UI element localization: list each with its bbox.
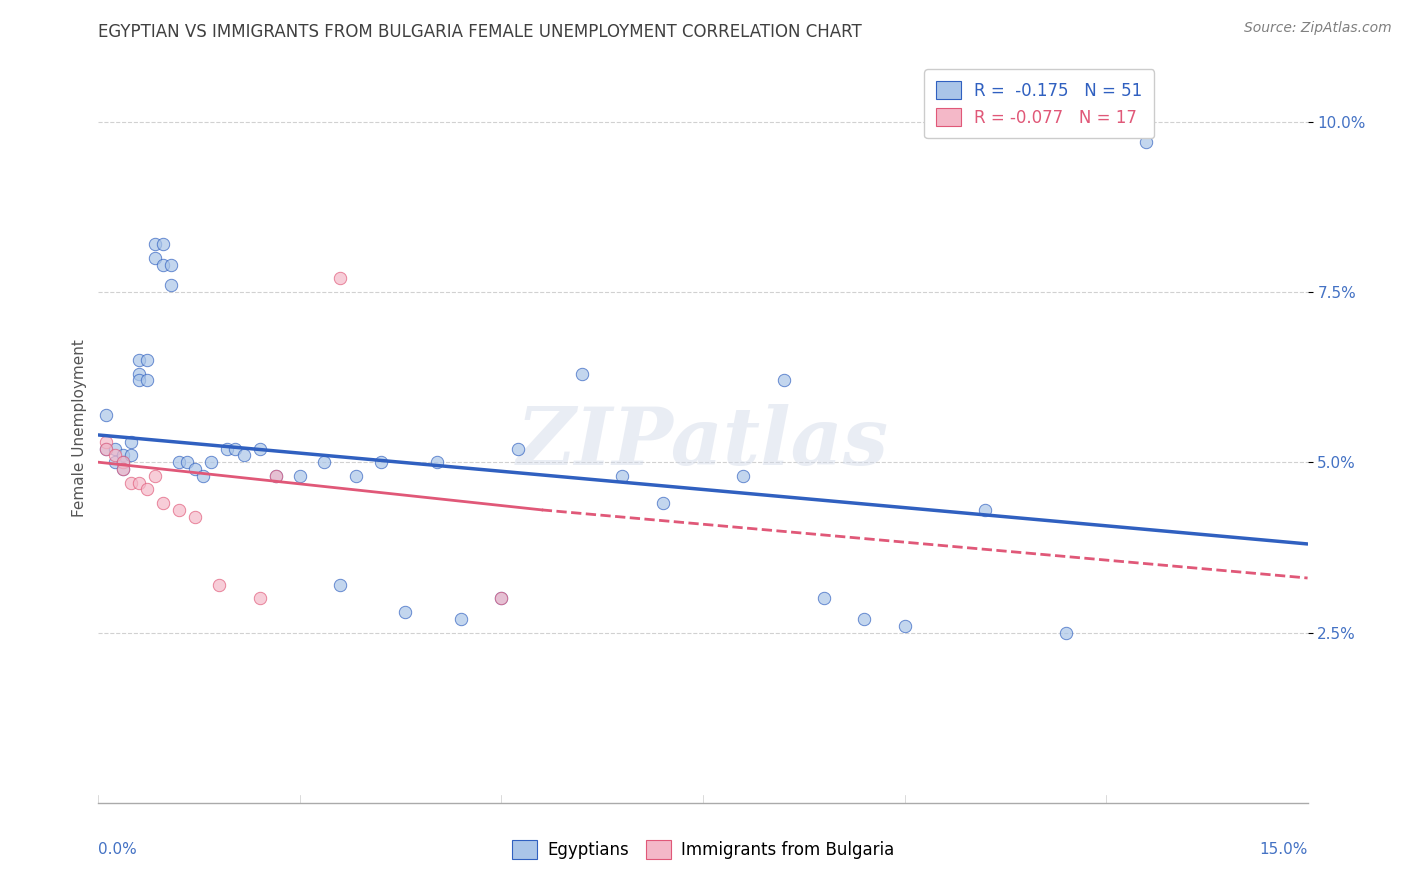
Point <box>893 618 915 632</box>
Point <box>152 237 174 252</box>
Point <box>249 591 271 606</box>
Legend: R =  -0.175   N = 51, R = -0.077   N = 17: R = -0.175 N = 51, R = -0.077 N = 17 <box>924 70 1154 138</box>
Point <box>96 442 118 456</box>
Point <box>160 278 183 293</box>
Point <box>96 408 118 422</box>
Point <box>264 468 287 483</box>
Point <box>111 449 134 463</box>
Legend: Egyptians, Immigrants from Bulgaria: Egyptians, Immigrants from Bulgaria <box>506 834 900 866</box>
Point <box>176 455 198 469</box>
Point <box>491 591 513 606</box>
Point <box>152 496 174 510</box>
Point <box>571 367 593 381</box>
Text: Source: ZipAtlas.com: Source: ZipAtlas.com <box>1244 21 1392 35</box>
Point <box>813 591 835 606</box>
Point <box>160 258 183 272</box>
Point <box>143 237 166 252</box>
Point <box>103 455 125 469</box>
Point <box>249 442 271 456</box>
Point <box>853 612 876 626</box>
Point <box>288 468 311 483</box>
Point <box>152 258 174 272</box>
Point <box>344 468 367 483</box>
Point <box>184 509 207 524</box>
Point <box>111 455 134 469</box>
Text: 0.0%: 0.0% <box>98 842 138 856</box>
Point <box>200 455 222 469</box>
Text: ZIPatlas: ZIPatlas <box>517 404 889 482</box>
Point <box>103 449 125 463</box>
Point <box>772 374 794 388</box>
Point <box>111 455 134 469</box>
Point <box>96 442 118 456</box>
Point <box>96 434 118 449</box>
Point <box>974 503 997 517</box>
Point <box>314 455 336 469</box>
Point <box>329 271 352 285</box>
Point <box>135 483 157 497</box>
Point <box>128 475 150 490</box>
Point <box>733 468 755 483</box>
Point <box>111 462 134 476</box>
Point <box>167 455 190 469</box>
Point <box>329 578 352 592</box>
Point <box>612 468 634 483</box>
Point <box>1135 135 1157 149</box>
Point <box>135 353 157 368</box>
Point <box>491 591 513 606</box>
Point <box>120 449 142 463</box>
Text: 15.0%: 15.0% <box>1260 842 1308 856</box>
Point <box>193 468 215 483</box>
Text: EGYPTIAN VS IMMIGRANTS FROM BULGARIA FEMALE UNEMPLOYMENT CORRELATION CHART: EGYPTIAN VS IMMIGRANTS FROM BULGARIA FEM… <box>98 23 862 41</box>
Point <box>506 442 529 456</box>
Y-axis label: Female Unemployment: Female Unemployment <box>72 339 87 517</box>
Point <box>426 455 449 469</box>
Point <box>167 503 190 517</box>
Point <box>103 442 125 456</box>
Point <box>651 496 673 510</box>
Point <box>128 367 150 381</box>
Point <box>370 455 392 469</box>
Point <box>264 468 287 483</box>
Point <box>128 374 150 388</box>
Point <box>120 434 142 449</box>
Point <box>1054 625 1077 640</box>
Point <box>143 251 166 265</box>
Point <box>111 462 134 476</box>
Point <box>232 449 254 463</box>
Point <box>135 374 157 388</box>
Point <box>224 442 246 456</box>
Point <box>184 462 207 476</box>
Point <box>208 578 231 592</box>
Point <box>120 475 142 490</box>
Point <box>143 468 166 483</box>
Point <box>450 612 472 626</box>
Point <box>394 605 416 619</box>
Point <box>217 442 239 456</box>
Point <box>128 353 150 368</box>
